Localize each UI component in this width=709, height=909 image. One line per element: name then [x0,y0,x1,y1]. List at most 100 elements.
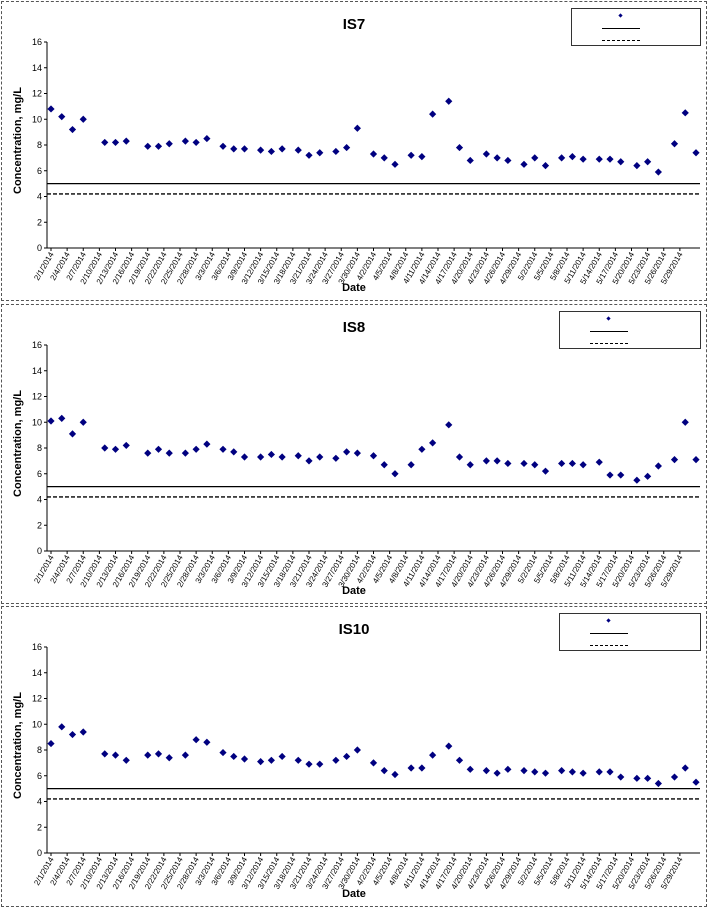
data-point [122,137,130,145]
data-point [681,418,689,426]
y-tick-label: 10 [32,719,42,729]
data-point [445,97,453,105]
data-point [240,755,249,763]
data-point [466,765,474,773]
y-tick-label: 8 [37,140,42,150]
data-point [568,768,576,776]
data-point [380,154,388,162]
data-point [380,767,388,775]
data-point [455,453,464,461]
data-point [294,452,302,460]
legend-entry [560,314,700,324]
data-point [429,751,437,759]
data-point [418,764,426,772]
y-tick-label: 10 [32,114,42,124]
data-point [407,151,415,159]
data-point [257,757,265,766]
data-point [391,470,399,478]
y-tick-label: 0 [37,848,42,858]
data-point [617,158,625,166]
legend-entry [560,640,700,650]
legend-entry [560,628,700,638]
legend-entry [560,616,700,626]
data-point [482,457,490,465]
legend-line-symbol [602,28,640,29]
y-tick-label: 12 [32,694,42,704]
data-point [47,739,55,748]
legend-line-symbol [590,331,628,332]
data-point [278,145,286,153]
data-point [617,471,625,479]
chart-title: IS10 [338,621,370,638]
y-tick-label: 12 [32,89,42,99]
data-point [203,440,211,448]
data-point [520,160,528,168]
data-point [294,146,302,154]
data-point [692,778,700,786]
data-point [418,152,426,161]
legend [559,311,701,349]
y-tick-label: 0 [37,546,42,556]
data-point [68,125,77,134]
data-point [466,461,474,469]
legend-marker-symbol [618,13,623,18]
data-point [606,768,614,776]
data-point [332,756,340,764]
data-point [455,756,464,764]
data-point [332,147,340,156]
y-axis-label: Concentration, mg/L [12,390,24,497]
legend-line-symbol [590,343,628,344]
data-point [230,752,238,761]
y-tick-label: 4 [37,192,42,202]
data-point [504,459,512,468]
data-point [579,769,587,777]
data-point [681,764,689,772]
chart-plot: 02468101214162/1/20142/4/20142/7/20142/1… [32,340,700,589]
data-point [380,461,388,469]
data-point [654,462,662,470]
y-tick-label: 8 [37,745,42,755]
data-point [353,449,361,457]
data-point [203,738,211,746]
data-point [391,160,399,168]
data-point [343,143,351,152]
legend-line-symbol [602,40,640,41]
data-point [407,461,415,469]
y-axis-label: Concentration, mg/L [12,692,24,799]
data-point [165,449,173,457]
legend-marker-symbol [606,316,611,321]
legend [571,8,701,46]
data-point [316,149,324,157]
data-point [111,445,120,453]
chart-panel-is7: IS7 0 2 4 6 8 10 12 14 16 2/1/2014 2/4/2014 2/7/2014… [1,1,707,301]
legend-entry [572,23,700,33]
data-point [343,448,351,456]
x-axis-label: Date [342,888,366,900]
data-point [369,452,378,460]
data-point [493,154,501,162]
data-point [111,751,120,759]
data-point [482,150,490,158]
data-point [520,767,528,775]
data-point [47,417,55,425]
data-point [692,455,700,464]
data-point [558,154,566,162]
data-point [531,768,539,776]
data-point [670,140,679,148]
y-axis-label: Concentration, mg/L [12,87,24,194]
y-tick-label: 6 [37,166,42,176]
data-point [595,768,603,776]
data-point [558,767,566,775]
data-point [257,453,265,461]
legend-entry [572,35,700,45]
data-point [504,765,512,773]
data-point [558,459,566,468]
data-point [482,767,490,775]
chart-panel-is8: IS8 0 2 4 6 8 10 12 14 16 2/1/2014 2/4/2014 2/7/2014… [1,304,707,604]
data-point [144,142,152,150]
data-point [541,162,550,170]
data-point [144,751,152,759]
y-tick-label: 4 [37,797,42,807]
y-tick-label: 16 [32,37,42,47]
